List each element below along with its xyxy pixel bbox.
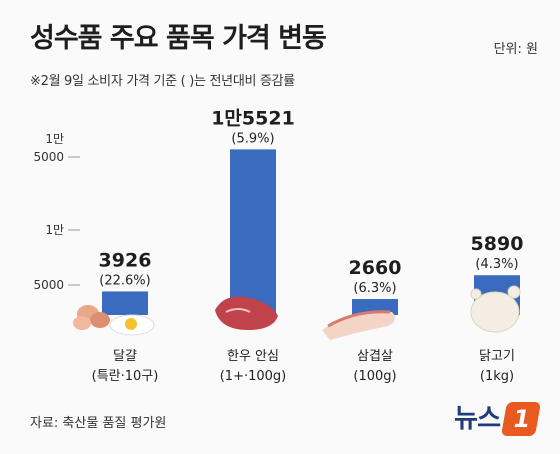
pork-belly-stripe-illustration bbox=[327, 310, 391, 328]
bar bbox=[230, 149, 276, 315]
y-tick-label: 1만 bbox=[45, 132, 64, 146]
beef-marbling-illustration bbox=[225, 308, 251, 313]
unit-label: 단위: 원 bbox=[493, 42, 538, 57]
chicken-leg-illustration bbox=[507, 285, 521, 299]
y-tick-label: 5000 bbox=[33, 278, 64, 292]
chicken-leg-illustration bbox=[470, 288, 482, 300]
x-category-label: 달걀 bbox=[113, 349, 137, 364]
data-label-value: 5890 bbox=[471, 233, 524, 255]
beef-illustration bbox=[215, 296, 278, 330]
data-label-value: 1만5521 bbox=[211, 107, 295, 129]
news1-logo: 뉴스 1 bbox=[454, 398, 541, 436]
pork-belly-illustration bbox=[322, 311, 396, 340]
y-tick-label: 5000 bbox=[33, 150, 64, 164]
data-label-change: (5.9%) bbox=[231, 131, 274, 146]
x-category-detail: (100g) bbox=[353, 369, 396, 384]
source-note: 자료: 축산물 품질 평가원 bbox=[30, 416, 167, 431]
x-category-label: 닭고기 bbox=[479, 349, 515, 364]
x-category-label: 한우 안심 bbox=[227, 349, 279, 364]
x-category-detail: (특란·10구) bbox=[92, 369, 159, 384]
data-label-change: (6.3%) bbox=[353, 281, 396, 296]
logo-mark: 1 bbox=[501, 402, 541, 436]
data-label-value: 3926 bbox=[99, 249, 152, 271]
egg-yolk-illustration bbox=[125, 318, 137, 330]
data-label-value: 2660 bbox=[349, 257, 402, 279]
x-category-detail: (1+·100g) bbox=[220, 369, 287, 384]
x-category-detail: (1kg) bbox=[480, 369, 514, 384]
logo-text: 뉴스 bbox=[454, 404, 501, 434]
egg-illustration bbox=[73, 316, 91, 330]
chicken-illustration bbox=[470, 291, 520, 333]
bar bbox=[102, 291, 148, 315]
x-category-label: 삼겹살 bbox=[357, 349, 393, 364]
egg-illustration bbox=[90, 312, 110, 328]
y-tick-label: 1만 bbox=[45, 223, 64, 237]
data-label-change: (4.3%) bbox=[475, 257, 518, 272]
chart-subtitle: ※2월 9일 소비자 가격 기준 ( )는 전년대비 증감률 bbox=[30, 74, 295, 89]
data-label-change: (22.6%) bbox=[99, 273, 150, 288]
chart-title: 성수품 주요 품목 가격 변동 bbox=[30, 23, 327, 54]
